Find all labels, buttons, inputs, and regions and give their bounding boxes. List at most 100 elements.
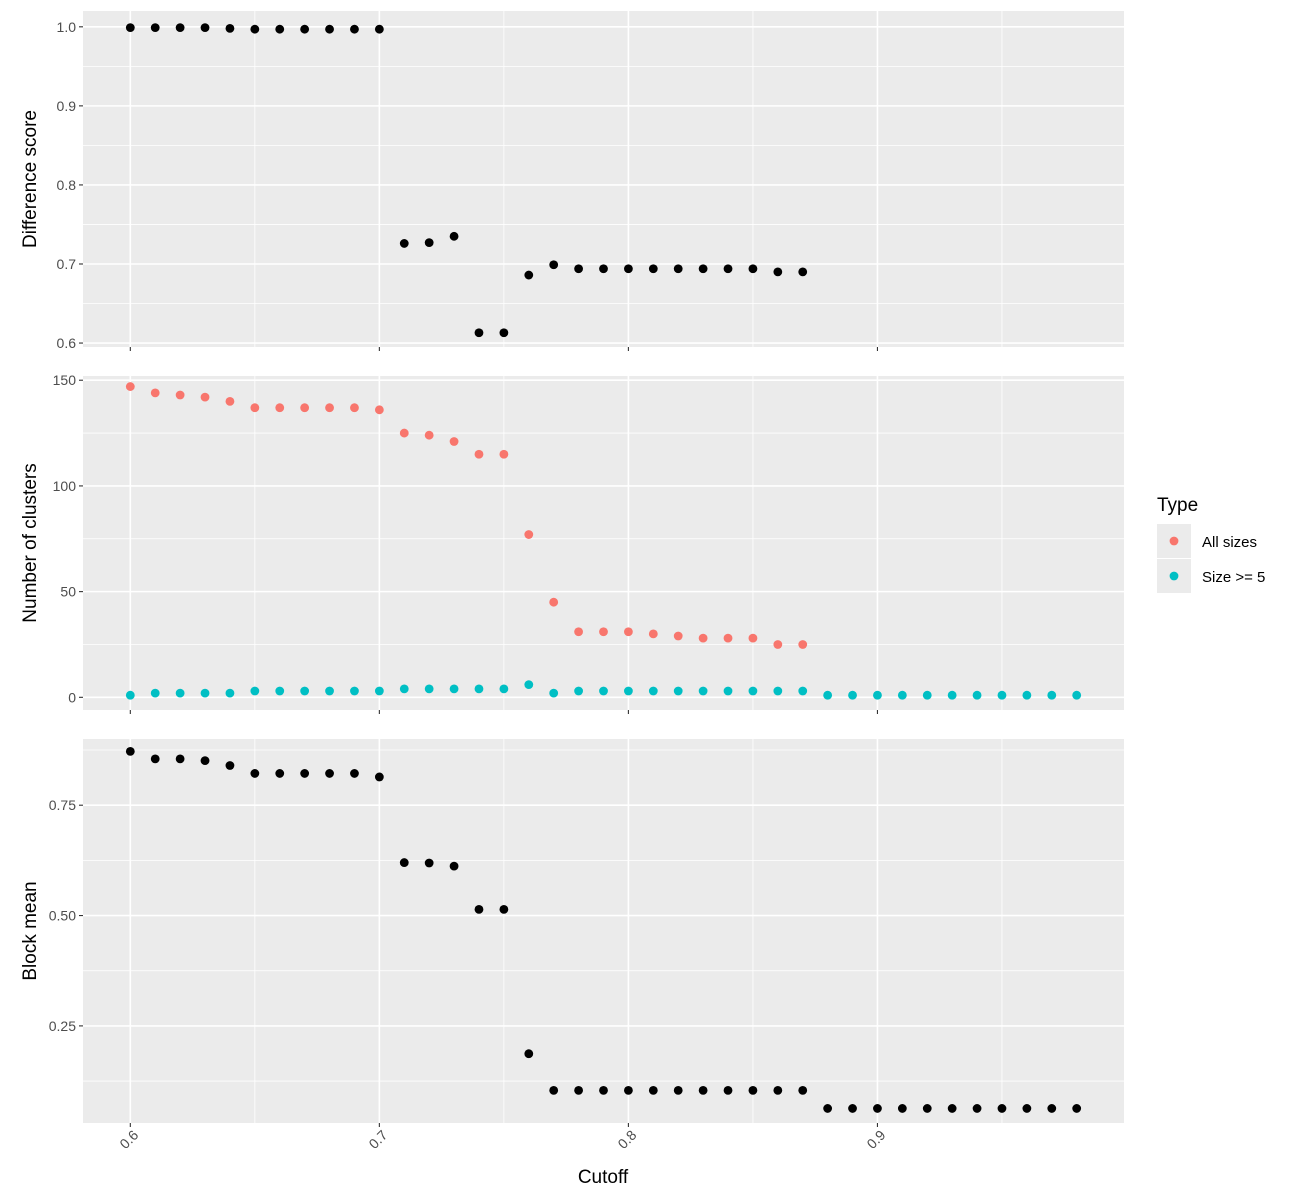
- data-point: [325, 686, 334, 696]
- data-point: [225, 396, 235, 406]
- series-difference-score: [125, 23, 808, 338]
- data-point: [150, 23, 160, 33]
- data-point: [374, 686, 384, 696]
- x-tick-label: 0.9: [863, 1127, 888, 1152]
- data-point: [624, 1085, 633, 1095]
- y-tick-label: 0.6: [57, 335, 77, 351]
- x-tick-label: 0.8: [614, 1127, 639, 1152]
- data-point: [125, 690, 135, 700]
- data-point: [1022, 690, 1032, 700]
- data-point: [574, 627, 583, 637]
- data-point: [175, 754, 185, 764]
- data-point: [748, 264, 758, 274]
- data-point: [374, 772, 384, 782]
- data-point: [1047, 690, 1057, 700]
- x-tick-label: 0.7: [365, 1127, 390, 1152]
- data-point: [350, 686, 359, 696]
- data-point: [275, 686, 285, 696]
- data-point: [499, 449, 509, 459]
- data-point: [499, 328, 509, 338]
- data-point: [474, 328, 484, 338]
- data-point: [524, 270, 534, 280]
- data-point: [848, 1104, 857, 1113]
- data-point: [175, 688, 185, 698]
- data-point: [499, 684, 509, 694]
- data-point: [698, 264, 708, 274]
- data-point: [798, 267, 808, 277]
- legend-title: Type: [1157, 495, 1198, 516]
- data-point: [399, 239, 409, 248]
- data-point: [125, 382, 135, 391]
- data-point: [200, 756, 210, 766]
- data-point: [350, 769, 359, 778]
- data-point: [624, 686, 633, 696]
- data-point: [773, 640, 783, 649]
- panels: 0.6 0.7 0.8 0.9 1.0 Difference score 0 50 100 150…: [20, 11, 1124, 1127]
- y-axis-title-number-of-clusters: Number of clusters: [20, 463, 41, 622]
- data-point: [823, 690, 833, 700]
- data-point: [648, 629, 658, 639]
- legend-label-size-ge-5: Size >= 5: [1202, 569, 1265, 586]
- data-point: [748, 686, 758, 696]
- y-tick-label: 0.25: [49, 1018, 76, 1034]
- data-point: [350, 24, 359, 34]
- data-point: [250, 686, 260, 696]
- data-point: [200, 392, 210, 402]
- data-point: [673, 1085, 683, 1095]
- y-tick-label: 0.75: [49, 797, 76, 813]
- data-point: [374, 405, 384, 415]
- data-point: [723, 633, 733, 643]
- data-point: [125, 23, 135, 33]
- data-point: [723, 1085, 733, 1095]
- data-point: [922, 1104, 932, 1113]
- data-point: [723, 686, 733, 696]
- data-point: [275, 24, 285, 34]
- data-point: [275, 403, 285, 413]
- data-point: [250, 403, 260, 413]
- panel-background: [83, 739, 1124, 1123]
- data-point: [474, 904, 484, 914]
- y-tick-label: 0.8: [57, 177, 77, 193]
- panel-background: [83, 376, 1124, 710]
- series-all-sizes: [125, 382, 808, 649]
- legend-key-all-sizes-point: [1169, 536, 1179, 546]
- data-point: [424, 430, 434, 440]
- panel-background: [83, 11, 1124, 347]
- data-point: [200, 688, 210, 698]
- data-point: [499, 904, 509, 914]
- data-point: [225, 761, 235, 770]
- data-point: [225, 688, 235, 698]
- y-tick-label: 0.9: [57, 98, 77, 114]
- data-point: [698, 633, 708, 643]
- data-point: [524, 530, 534, 539]
- data-point: [549, 260, 559, 270]
- legend-label-all-sizes: All sizes: [1202, 534, 1257, 551]
- data-point: [773, 267, 783, 277]
- data-point: [698, 686, 708, 696]
- data-point: [873, 690, 882, 700]
- data-point: [424, 238, 434, 248]
- data-point: [574, 1085, 583, 1095]
- data-point: [673, 686, 683, 696]
- data-point: [798, 686, 808, 696]
- data-point: [798, 640, 808, 649]
- data-point: [200, 23, 210, 33]
- data-point: [574, 264, 583, 274]
- data-point: [922, 690, 932, 700]
- data-point: [574, 686, 583, 696]
- data-point: [399, 428, 409, 438]
- data-point: [798, 1085, 808, 1095]
- data-point: [424, 684, 434, 694]
- data-point: [648, 1085, 658, 1095]
- data-point: [748, 633, 758, 643]
- data-point: [125, 746, 135, 756]
- data-point: [997, 690, 1007, 700]
- data-point: [997, 1104, 1007, 1113]
- data-point: [300, 24, 310, 34]
- data-point: [275, 769, 285, 778]
- data-point: [150, 754, 160, 764]
- y-tick-label: 50: [60, 584, 76, 600]
- data-point: [325, 769, 334, 778]
- legend-key-size-ge-5-point: [1169, 571, 1179, 581]
